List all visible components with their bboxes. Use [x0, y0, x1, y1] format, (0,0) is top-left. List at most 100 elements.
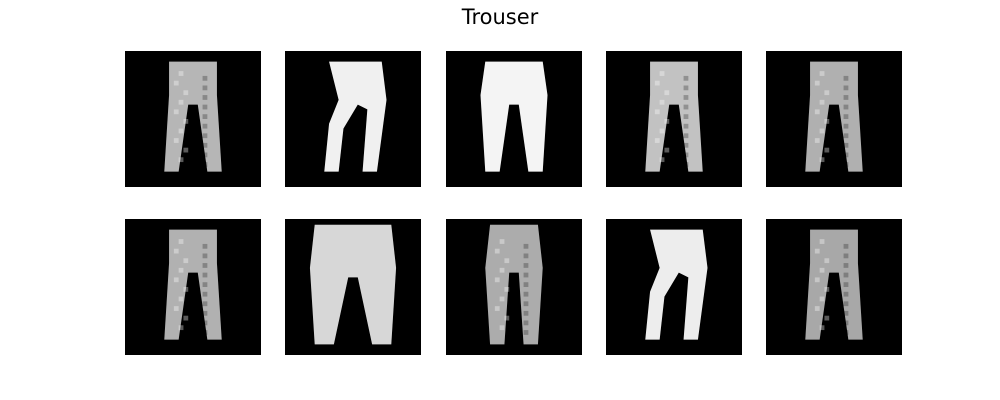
trouser-highlight: [480, 61, 548, 172]
trouser-highlight: [164, 229, 222, 340]
trouser-silhouette: [309, 224, 397, 345]
texture-pixel: [173, 306, 179, 311]
texture-pixel: [499, 239, 505, 244]
trouser-image: [805, 61, 863, 172]
trouser-highlight: [645, 229, 708, 340]
texture-pixel: [183, 90, 189, 96]
texture-pixel: [814, 80, 820, 86]
texture-pixel: [819, 267, 825, 273]
texture-pixel: [683, 133, 689, 139]
texture-pixel: [814, 277, 820, 283]
texture-pixel: [183, 258, 189, 264]
texture-pixel: [819, 157, 825, 163]
texture-pixel: [819, 239, 825, 244]
texture-pixel: [202, 243, 208, 249]
texture-pixel: [202, 104, 208, 110]
texture-pixel: [173, 138, 179, 143]
trouser-highlight: [805, 229, 863, 340]
texture-pixel: [843, 95, 849, 100]
trouser-silhouette: [164, 229, 222, 340]
texture-pixel: [814, 248, 820, 254]
trouser-image: [164, 229, 222, 340]
texture-pixel: [843, 291, 849, 297]
texture-pixel: [523, 243, 529, 249]
texture-pixel: [683, 85, 689, 91]
texture-pixel: [659, 157, 665, 163]
texture-pixel: [183, 287, 189, 292]
texture-pixel: [843, 114, 849, 119]
texture-pixel: [843, 310, 849, 316]
texture-pixel: [202, 330, 208, 335]
texture-pixel: [178, 71, 184, 76]
trouser-silhouette: [805, 61, 863, 172]
texture-pixel: [202, 282, 208, 287]
texture-pixel: [494, 277, 500, 283]
texture-pixel: [659, 71, 665, 76]
texture-pixel: [843, 320, 849, 326]
texture-pixel: [683, 142, 689, 148]
texture-pixel: [178, 267, 184, 273]
texture-pixel: [664, 90, 670, 96]
image-tile: [446, 219, 582, 355]
texture-pixel: [683, 152, 689, 158]
texture-pixel: [178, 157, 184, 163]
texture-pixel: [202, 320, 208, 326]
texture-pixel: [654, 138, 660, 143]
texture-pixel: [178, 239, 184, 244]
texture-pixel: [659, 128, 665, 134]
texture-pixel: [504, 315, 510, 321]
trouser-highlight: [805, 61, 863, 172]
texture-pixel: [523, 310, 529, 316]
texture-pixel: [683, 114, 689, 119]
texture-pixel: [523, 301, 529, 307]
texture-pixel: [664, 119, 670, 124]
texture-pixel: [202, 142, 208, 148]
texture-pixel: [824, 258, 830, 264]
texture-pixel: [202, 263, 208, 268]
texture-pixel: [843, 85, 849, 91]
trouser-silhouette: [324, 61, 387, 172]
texture-pixel: [178, 296, 184, 302]
texture-pixel: [819, 296, 825, 302]
texture-pixel: [683, 75, 689, 81]
texture-pixel: [202, 310, 208, 316]
trouser-image: [805, 229, 863, 340]
texture-pixel: [523, 320, 529, 326]
texture-pixel: [173, 277, 179, 283]
texture-pixel: [183, 147, 189, 153]
texture-pixel: [819, 71, 825, 76]
texture-pixel: [843, 152, 849, 158]
texture-pixel: [664, 147, 670, 153]
texture-pixel: [843, 330, 849, 335]
texture-pixel: [824, 315, 830, 321]
texture-pixel: [504, 258, 510, 264]
texture-pixel: [683, 123, 689, 129]
texture-pixel: [202, 291, 208, 297]
texture-pixel: [494, 306, 500, 311]
trouser-highlight: [164, 61, 222, 172]
trouser-silhouette: [480, 61, 548, 172]
texture-pixel: [824, 287, 830, 292]
texture-pixel: [504, 287, 510, 292]
texture-pixel: [843, 253, 849, 259]
texture-pixel: [843, 142, 849, 148]
texture-pixel: [202, 301, 208, 307]
texture-pixel: [178, 325, 184, 331]
trouser-image: [480, 61, 548, 172]
texture-pixel: [499, 296, 505, 302]
trouser-silhouette: [645, 61, 703, 172]
image-tile: [606, 219, 742, 355]
texture-pixel: [523, 272, 529, 278]
texture-pixel: [183, 119, 189, 124]
texture-pixel: [202, 114, 208, 119]
texture-pixel: [843, 162, 849, 167]
texture-pixel: [654, 80, 660, 86]
image-tile: [766, 51, 902, 187]
trouser-image: [164, 61, 222, 172]
figure-title: Trouser: [461, 5, 539, 29]
texture-pixel: [202, 95, 208, 100]
texture-pixel: [202, 85, 208, 91]
texture-pixel: [202, 75, 208, 81]
trouser-image: [324, 61, 387, 172]
